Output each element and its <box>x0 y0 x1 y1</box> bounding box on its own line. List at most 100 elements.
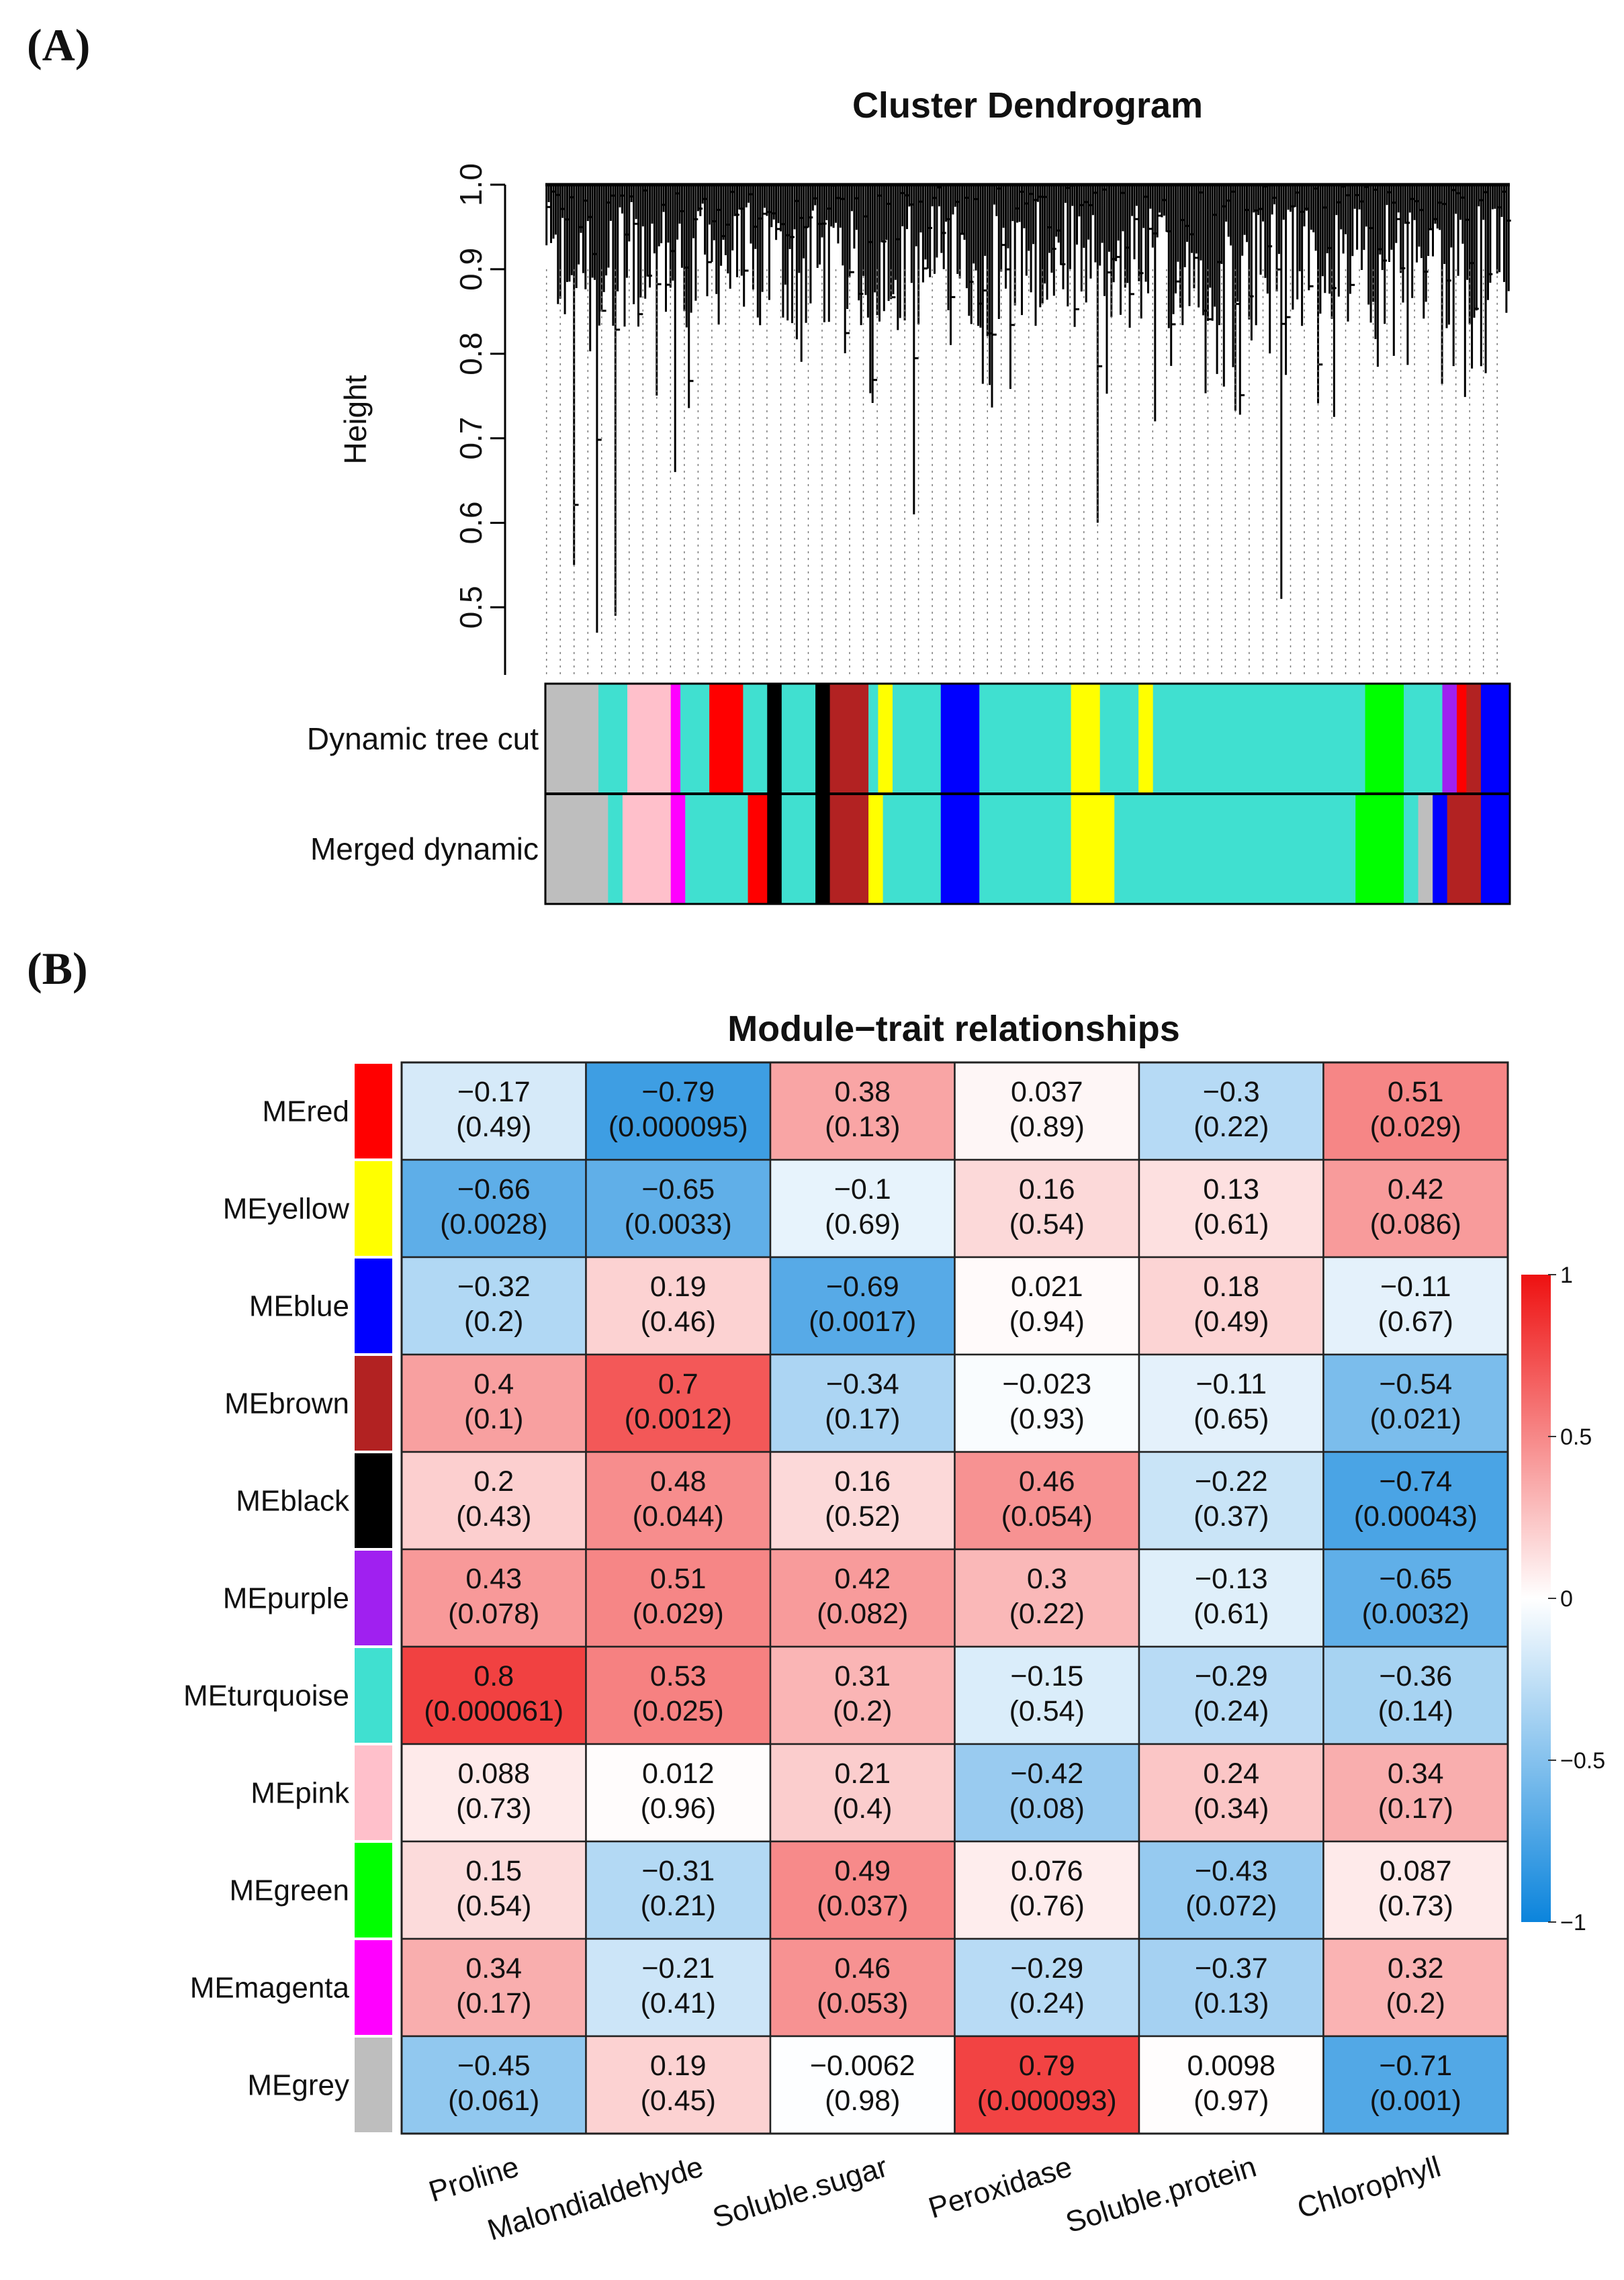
heatmap-cell <box>1138 1158 1324 1259</box>
heatmap-cell-pvalue: (0.54) <box>456 1890 531 1922</box>
heatmap-cell-value: 0.19 <box>650 2050 707 2082</box>
heatmap-cell-value: −0.29 <box>1195 1660 1268 1692</box>
heatmap-cell-value: −0.21 <box>641 1952 715 1985</box>
heatmap-cell-pvalue: (0.52) <box>825 1500 900 1533</box>
heatmap-cell-value: 0.13 <box>1203 1173 1259 1205</box>
heatmap-cell <box>769 1840 956 1940</box>
heatmap-cell-pvalue: (0.94) <box>1009 1306 1085 1338</box>
colorbar-segment <box>781 794 816 904</box>
colorbar-segment <box>748 794 768 904</box>
heatmap-cell <box>1322 1548 1509 1648</box>
heatmap-cell-pvalue: (0.14) <box>1378 1695 1453 1727</box>
heatmap-cell-value: −0.11 <box>1380 1271 1451 1303</box>
colorbar-segment <box>627 684 672 794</box>
heatmap-cell <box>1322 2035 1509 2135</box>
heatmap-cell-pvalue: (0.082) <box>817 1598 908 1630</box>
heatmap-cell-pvalue: (0.0033) <box>625 1208 732 1240</box>
heatmap-cell <box>954 1353 1140 1453</box>
heatmap-cell-value: 0.4 <box>473 1368 514 1400</box>
heatmap-column-label: Proline <box>425 2150 523 2209</box>
colorbar-segment <box>868 794 884 904</box>
colorbar-segment <box>815 794 831 904</box>
heatmap-cell-pvalue: (0.65) <box>1193 1403 1269 1435</box>
module-color-swatch <box>355 1551 392 1645</box>
heatmap-cell-pvalue: (0.34) <box>1193 1792 1269 1825</box>
heatmap-cell <box>769 2035 956 2135</box>
heatmap-cell-value: 0.51 <box>1388 1076 1444 1108</box>
dendrogram-leaf-guides <box>545 269 1498 675</box>
heatmap-cell-value: −0.22 <box>1195 1465 1268 1498</box>
heatmap-cell-pvalue: (0.54) <box>1009 1208 1085 1240</box>
dendrogram-y-tick-label: 1.0 <box>453 163 488 206</box>
heatmap-cell-value: 0.48 <box>650 1465 707 1498</box>
heatmap-cell-value: −0.023 <box>1002 1368 1091 1400</box>
colorbar-segment <box>1071 684 1101 794</box>
colorbar-segment <box>1433 794 1448 904</box>
heatmap-cell <box>954 1645 1140 1745</box>
colorbar-segment <box>1099 684 1139 794</box>
heatmap-cell <box>585 1840 772 1940</box>
heatmap-cell-pvalue: (0.54) <box>1009 1695 1085 1727</box>
colorbar-segment <box>1480 794 1510 904</box>
heatmap-cell <box>1322 1840 1509 1940</box>
colorbar-label: Merged dynamic <box>310 831 539 866</box>
heatmap-row-label: MEblue <box>249 1290 349 1323</box>
heatmap-cell-pvalue: (0.21) <box>641 1890 716 1922</box>
dendrogram-colorbars: Dynamic tree cut Merged dynamic <box>307 682 1511 905</box>
heatmap-cell-value: −0.31 <box>641 1855 715 1887</box>
heatmap-cell-pvalue: (0.89) <box>1009 1111 1085 1143</box>
heatmap-row-label: MEpink <box>251 1777 350 1810</box>
heatmap-cell-value: 0.15 <box>465 1855 522 1887</box>
heatmap-cell-pvalue: (0.0032) <box>1362 1598 1470 1630</box>
dendrogram-y-tick-label: 0.6 <box>453 501 488 544</box>
heatmap-cell-value: −0.71 <box>1379 2050 1452 2082</box>
heatmap-cell <box>585 1158 772 1259</box>
heatmap-cells: −0.17(0.49)−0.79(0.000095)0.38(0.13)0.03… <box>400 1061 1509 2135</box>
legend-gradient-bar <box>1521 1275 1551 1922</box>
dendrogram-y-tick-label: 0.9 <box>453 248 488 291</box>
heatmap-frame <box>400 1061 1509 2135</box>
colorbar-segment <box>1365 684 1404 794</box>
heatmap-cell-value: 0.49 <box>834 1855 891 1887</box>
heatmap-cell-pvalue: (0.76) <box>1009 1890 1085 1922</box>
heatmap-cell-value: 0.7 <box>658 1368 698 1400</box>
heatmap-cell-pvalue: (0.67) <box>1378 1306 1453 1338</box>
heatmap-cell-pvalue: (0.69) <box>825 1208 900 1240</box>
heatmap-cell <box>585 1937 772 2038</box>
colorbar-segment <box>545 794 608 904</box>
module-color-swatch <box>355 1453 392 1548</box>
heatmap-cell-value: −0.65 <box>641 1173 715 1205</box>
heatmap-cell-value: −0.42 <box>1010 1758 1083 1790</box>
dendrogram-y-axis: 0.5 0.6 0.7 0.8 0.9 1.0 <box>453 163 506 675</box>
heatmap-cell <box>954 1256 1140 1356</box>
heatmap-module-colors <box>355 1064 392 2132</box>
heatmap-cell-value: 0.79 <box>1019 2050 1075 2082</box>
heatmap-cell <box>585 1743 772 1843</box>
heatmap-cell-pvalue: (0.49) <box>1193 1306 1269 1338</box>
colorbar-segment <box>670 794 686 904</box>
heatmap-cell-pvalue: (0.49) <box>456 1111 531 1143</box>
heatmap-cell-pvalue: (0.45) <box>641 2085 716 2117</box>
module-color-swatch <box>355 1161 392 1256</box>
heatmap-cell-pvalue: (0.73) <box>456 1792 531 1825</box>
heatmap-cell-value: −0.0062 <box>810 2050 915 2082</box>
heatmap-row-label: MEpurple <box>223 1582 349 1615</box>
module-color-swatch <box>355 1940 392 2035</box>
heatmap-row-label: MEbrown <box>224 1387 349 1420</box>
legend-tick-label: −0.5 <box>1560 1748 1605 1774</box>
heatmap-cell-pvalue: (0.96) <box>641 1792 716 1825</box>
heatmap-cell-pvalue: (0.029) <box>1370 1111 1461 1143</box>
heatmap-cell-pvalue: (0.086) <box>1370 1208 1461 1240</box>
heatmap-cell-pvalue: (0.17) <box>1378 1792 1453 1825</box>
module-color-swatch <box>355 1745 392 1840</box>
heatmap-cell-pvalue: (0.97) <box>1193 2085 1269 2117</box>
heatmap-cell <box>769 1937 956 2038</box>
heatmap-cell-pvalue: (0.1) <box>464 1403 523 1435</box>
heatmap-cell <box>400 1743 587 1843</box>
dendrogram-y-axis-title: Height <box>338 375 373 464</box>
heatmap-cell-pvalue: (0.054) <box>1001 1500 1093 1533</box>
colorbar-segment <box>622 794 672 904</box>
module-color-swatch <box>355 1843 392 1937</box>
colorbar-segment <box>1457 684 1467 794</box>
panel-label-b: (B) <box>27 943 88 994</box>
